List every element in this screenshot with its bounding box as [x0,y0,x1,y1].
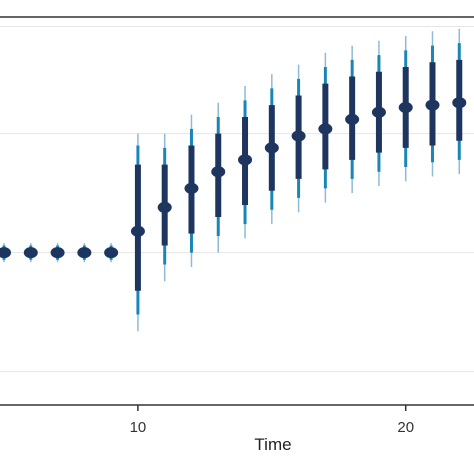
x-tick-label-10: 10 [130,419,147,436]
point-estimate-6 [23,247,38,259]
point-estimate-17 [318,123,333,135]
x-axis-title: Time [254,435,291,454]
point-estimate-10 [130,225,145,237]
point-estimate-8 [77,247,92,259]
point-estimate-7 [50,247,65,259]
point-estimate-15 [264,142,279,154]
point-estimate-19 [371,106,386,118]
x-tick-layer: 10 20 [130,405,414,436]
point-estimate-21 [425,99,440,111]
point-estimate-13 [211,166,226,178]
point-estimate-5 [0,247,12,259]
point-estimate-20 [398,101,413,113]
point-estimate-14 [238,154,253,166]
point-estimate-9 [104,247,119,259]
point-estimate-12 [184,182,199,194]
point-estimate-18 [345,113,360,125]
marks-layer [0,28,467,332]
point-estimate-11 [157,201,172,213]
x-tick-label-20: 20 [397,419,414,436]
point-estimate-22 [452,97,467,109]
point-estimate-16 [291,130,306,142]
